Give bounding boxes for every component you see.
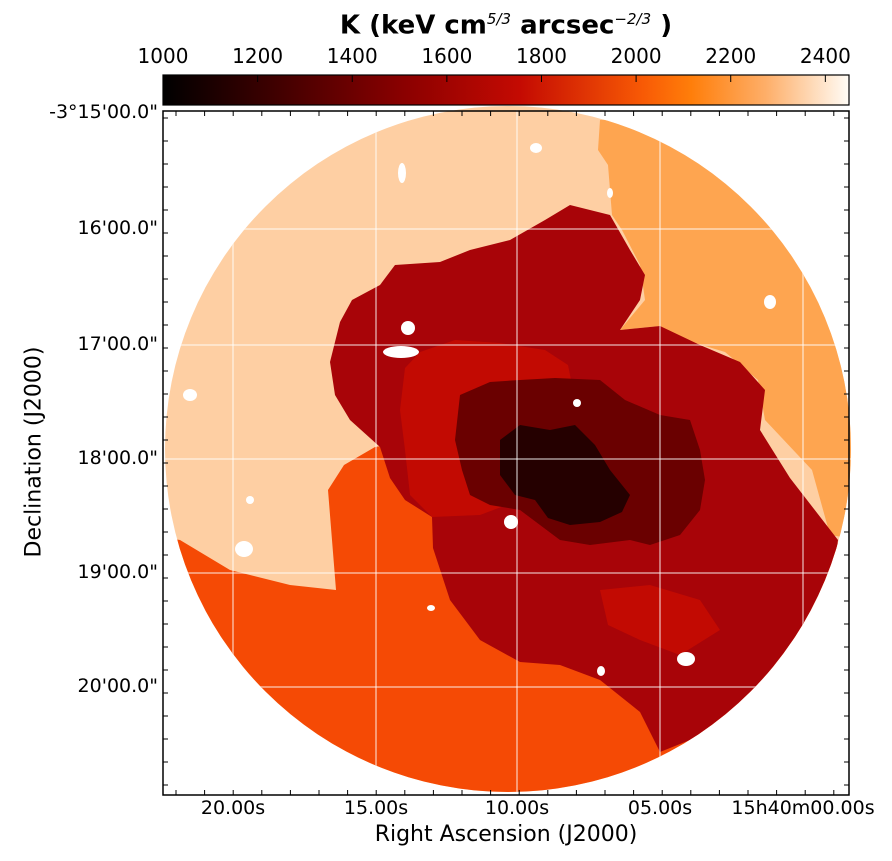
x-tick-label: 05.00s <box>627 797 693 819</box>
x-axis-label: Right Ascension (J2000) <box>374 822 638 847</box>
masked-point-sources <box>183 143 776 676</box>
plot-frame <box>162 110 850 796</box>
x-tick-label: 15.00s <box>343 797 409 819</box>
x-tick-label: 15h40m00.00s <box>731 797 875 819</box>
colorbar-tick-label: 2200 <box>705 44 757 68</box>
region-core <box>500 425 630 525</box>
colorbar-tick-label: 1400 <box>326 44 378 68</box>
y-tick-label: 19'00.0" <box>77 561 158 583</box>
y-tick-label: 16'00.0" <box>77 217 158 239</box>
x-tick-label: 20.00s <box>200 797 266 819</box>
region-inner-ring-b <box>600 585 720 655</box>
colorbar-tick-label: 1600 <box>421 44 473 68</box>
colorbar-title: K (keV cm5/3 arcsec−2/3 ) <box>339 10 673 41</box>
x-tick-label: 10.00s <box>484 797 550 819</box>
colorbar-tick-label: 1800 <box>516 44 567 68</box>
entropy-map <box>165 106 851 792</box>
y-tick-label: 17'00.0" <box>77 333 158 355</box>
colorbar-tick-label: 2400 <box>799 44 851 68</box>
y-tick-label: 20'00.0" <box>77 675 158 697</box>
colorbar-ticks <box>162 75 826 82</box>
y-axis-label: Declination (J2000) <box>21 346 47 558</box>
axis-ticks <box>163 111 849 795</box>
y-tick-label: 18'00.0" <box>77 447 158 469</box>
y-tick-label: -3°15'00.0" <box>49 101 158 123</box>
colorbar <box>162 74 850 106</box>
colorbar-tick-label: 1000 <box>137 44 189 68</box>
colorbar-tick-label: 2000 <box>610 44 662 68</box>
colorbar-tick-label: 1200 <box>232 44 284 68</box>
